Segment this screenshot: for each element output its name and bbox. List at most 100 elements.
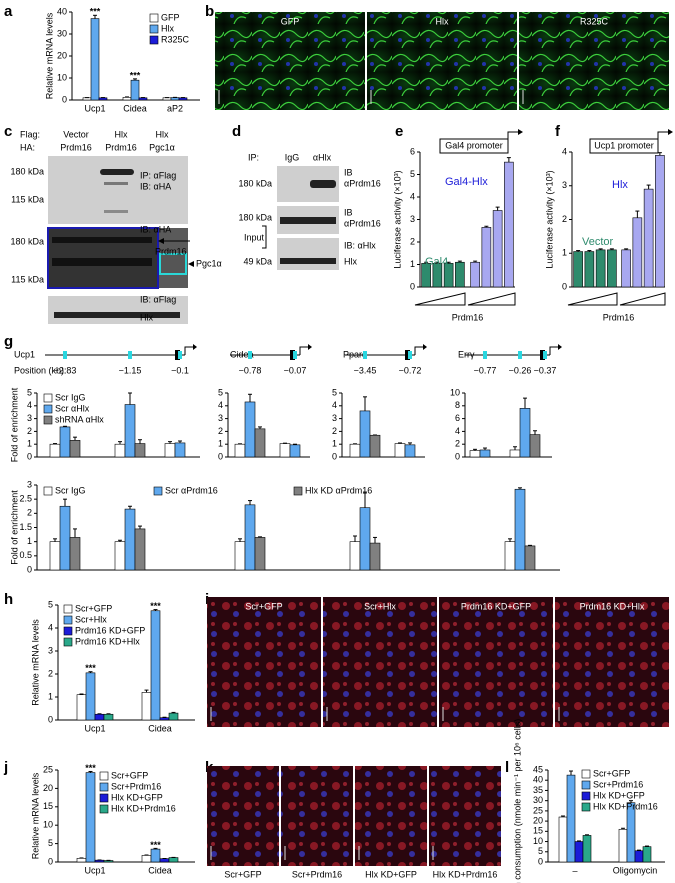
bar — [519, 408, 531, 458]
position: −1.15 — [119, 365, 142, 375]
micrograph-label: Scr+Prdm16 — [292, 869, 342, 879]
tss-arrow — [558, 344, 562, 350]
bar — [492, 210, 503, 288]
panel-label: j — [3, 759, 8, 776]
gene-name: Errγ — [458, 349, 475, 359]
ramp — [414, 292, 466, 306]
blot — [159, 253, 187, 275]
mw-marker: 180 kDa — [238, 212, 272, 222]
y-tick-label: 0 — [538, 856, 543, 866]
tss-arrow — [193, 344, 197, 350]
promoter-label: Gal4 promoter — [445, 140, 503, 150]
bar — [582, 835, 592, 863]
bar — [122, 97, 132, 101]
legend-label: GFP — [161, 12, 180, 22]
x-tick-label: aP2 — [167, 103, 183, 113]
bar — [349, 541, 361, 571]
bar — [349, 443, 361, 458]
bar — [159, 717, 170, 721]
blot-label: Pgc1α — [196, 258, 222, 268]
bar — [141, 692, 152, 721]
y-tick-label: 5 — [27, 387, 32, 397]
bar — [103, 713, 114, 721]
bar — [98, 97, 108, 101]
y-tick-label: 0 — [218, 451, 223, 461]
y-tick-label: 5 — [410, 169, 415, 179]
panel-label: b — [205, 3, 214, 20]
legend-swatch — [99, 782, 109, 792]
bar — [49, 541, 61, 571]
bar — [455, 261, 465, 288]
legend-label: Scr+GFP — [75, 603, 112, 613]
lane-label: Prdm16 — [105, 142, 137, 152]
legend-swatch — [149, 24, 159, 34]
y-tick-label: 4 — [27, 400, 32, 410]
y-tick-label: 2 — [455, 439, 460, 449]
site-box — [178, 351, 182, 359]
legend-swatch — [43, 486, 53, 496]
mw-marker: 49 kDa — [243, 256, 272, 266]
ramp — [619, 292, 666, 306]
blot — [277, 238, 339, 270]
legend-label: Scr+Prdm16 — [111, 781, 161, 791]
y-tick-label: 15 — [43, 801, 53, 811]
blot-label: IB: αFlag — [140, 294, 176, 304]
bar — [90, 18, 100, 101]
micrograph-label: Hlx KD+GFP — [365, 869, 417, 879]
x-tick-label: Ucp1 — [84, 723, 105, 733]
bar — [244, 504, 256, 571]
bar — [174, 442, 186, 458]
legend-swatch — [63, 604, 73, 614]
blot-label: Prdm16 — [155, 246, 187, 256]
significance: *** — [90, 7, 101, 17]
micrograph — [215, 12, 365, 110]
legend-label: Scr αHlx — [55, 403, 90, 413]
panel-label: d — [232, 123, 241, 140]
bar — [59, 505, 71, 571]
legend-label: shRNA αHlx — [55, 414, 104, 424]
x-axis-label: Prdm16 — [452, 312, 484, 322]
bar — [82, 97, 92, 101]
lane-label: IgG — [285, 152, 300, 162]
legend-label: Prdm16 KD+Hlx — [75, 636, 140, 646]
y-tick-label: 1 — [332, 439, 337, 449]
band — [54, 312, 180, 318]
tss-arrow — [414, 346, 423, 355]
legend-swatch — [63, 626, 73, 636]
mw-marker: 115 kDa — [11, 274, 44, 284]
micrograph — [355, 766, 427, 866]
y-tick-label: 1.5 — [19, 522, 32, 532]
bar — [178, 97, 188, 101]
y-tick-label: 5 — [538, 846, 543, 856]
y-tick-label: 45 — [533, 764, 543, 774]
legend-label: Scr αPrdm16 — [165, 485, 218, 495]
lane-label: Hlx — [156, 129, 169, 139]
y-tick-label: 0 — [410, 281, 415, 291]
micrograph — [439, 597, 553, 727]
bar — [114, 541, 126, 571]
micrograph — [429, 766, 501, 866]
y-tick-label: 0 — [455, 451, 460, 461]
legend-swatch — [153, 486, 163, 496]
site-box — [363, 351, 367, 359]
position: −0.1 — [171, 365, 189, 375]
micrograph-label: Prdm16 KD+Hlx — [580, 601, 645, 611]
site-box — [63, 351, 67, 359]
y-tick-label: 2 — [218, 426, 223, 436]
micrograph — [367, 12, 517, 110]
promoter-arrow — [507, 131, 518, 146]
blot-label: IB: αHA — [140, 181, 171, 191]
legend-swatch — [63, 615, 73, 625]
band — [104, 182, 128, 185]
band — [280, 258, 336, 264]
mw-marker: 180 kDa — [10, 166, 44, 176]
y-tick-label: 25 — [533, 805, 543, 815]
y-tick-label: 4 — [332, 400, 337, 410]
y-tick-label: 35 — [533, 785, 543, 795]
blot-label: Input — [244, 232, 265, 242]
y-tick-label: 3 — [27, 413, 32, 423]
bar — [150, 848, 161, 863]
y-tick-label: 10 — [43, 820, 53, 830]
legend-swatch — [149, 35, 159, 45]
blot-label: αPrdm16 — [344, 178, 381, 188]
